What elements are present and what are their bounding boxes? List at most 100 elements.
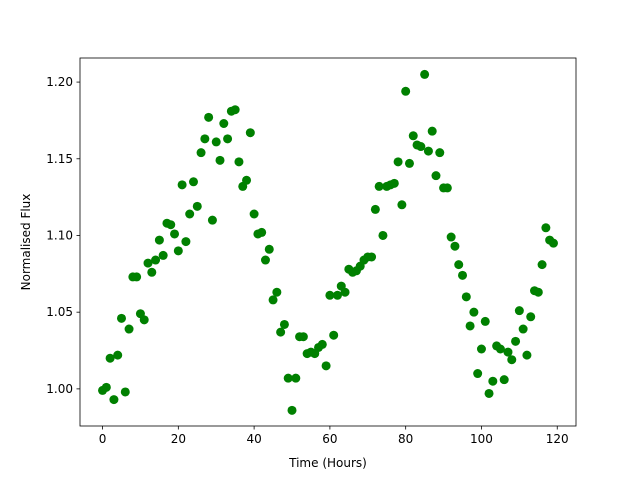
y-tick-label: 1.20 (46, 75, 73, 89)
scatter-point (484, 388, 494, 398)
scatter-point (101, 382, 111, 392)
scatter-point (408, 131, 418, 141)
scatter-point (166, 220, 176, 230)
scatter-point (272, 287, 282, 297)
scatter-point (480, 316, 490, 326)
scatter-point (249, 209, 259, 219)
y-axis-label: Normalised Flux (19, 194, 33, 291)
scatter-point (257, 227, 267, 237)
scatter-point (325, 290, 335, 300)
scatter-point (541, 223, 551, 233)
scatter-point (397, 200, 407, 210)
scatter-point (431, 171, 441, 181)
scatter-point (537, 260, 547, 270)
scatter-point (242, 175, 252, 185)
scatter-point (154, 235, 164, 245)
scatter-point (495, 344, 505, 354)
scatter-point (132, 272, 142, 282)
scatter-point (416, 142, 426, 152)
scatter-point (260, 255, 270, 265)
scatter-point (332, 290, 342, 300)
scatter-point (423, 146, 433, 156)
y-tick-label: 1.15 (46, 152, 73, 166)
axes-frame (79, 57, 577, 427)
scatter-point (435, 148, 445, 158)
scatter-point (374, 181, 384, 191)
scatter-point (488, 376, 498, 386)
scatter-point (124, 324, 134, 334)
scatter-point (548, 238, 558, 248)
scatter-point (207, 215, 217, 225)
scatter-point (533, 287, 543, 297)
scatter-point (215, 155, 225, 165)
scatter-point (401, 86, 411, 96)
scatter-point (268, 295, 278, 305)
scatter-point (185, 209, 195, 219)
scatter-point (473, 369, 483, 379)
scatter-point (181, 237, 191, 247)
scatter-point (454, 260, 464, 270)
x-tick-label: 60 (322, 432, 337, 446)
x-tick-label: 100 (470, 432, 493, 446)
scatter-point (461, 292, 471, 302)
scatter-point (291, 373, 301, 383)
scatter-point (378, 230, 388, 240)
scatter-point (264, 244, 274, 254)
scatter-point (507, 355, 517, 365)
scatter-point (514, 306, 524, 316)
scatter-point (139, 315, 149, 325)
scatter-point (223, 134, 233, 144)
scatter-point (329, 330, 339, 340)
x-tick-label: 0 (99, 432, 107, 446)
scatter-point (393, 157, 403, 167)
scatter-point (420, 69, 430, 79)
scatter-point (283, 373, 293, 383)
scatter-point (450, 241, 460, 251)
scatter-point (113, 350, 123, 360)
scatter-point (458, 270, 468, 280)
y-tick-label: 1.10 (46, 228, 73, 242)
scatter-point (340, 287, 350, 297)
scatter-point (317, 339, 327, 349)
scatter-point (105, 353, 115, 363)
scatter-point (116, 313, 126, 323)
scatter-point (446, 232, 456, 242)
scatter-point (427, 126, 437, 136)
scatter-point (211, 137, 221, 147)
scatter-point (196, 148, 206, 158)
scatter-point (499, 375, 509, 385)
x-tick-label: 80 (398, 432, 413, 446)
scatter-point (518, 324, 528, 334)
scatter-point (143, 258, 153, 268)
scatter-point (442, 183, 452, 193)
scatter-point (367, 252, 377, 262)
scatter-point (170, 229, 180, 239)
scatter-point (389, 178, 399, 188)
scatter-point (188, 177, 198, 187)
scatter-point (465, 321, 475, 331)
scatter-point (503, 347, 513, 357)
scatter-point (321, 361, 331, 371)
scatter-point (404, 158, 414, 168)
scatter-point (522, 350, 532, 360)
x-tick-label: 20 (171, 432, 186, 446)
scatter-point (276, 327, 286, 337)
scatter-point (219, 119, 229, 129)
scatter-point (173, 246, 183, 256)
scatter-point (158, 250, 168, 260)
scatter-point (230, 105, 240, 115)
y-tick-label: 1.05 (46, 305, 73, 319)
x-tick-label: 40 (246, 432, 261, 446)
scatter-point (370, 204, 380, 214)
scatter-point (109, 395, 119, 405)
scatter-point (151, 255, 161, 265)
scatter-point (234, 157, 244, 167)
scatter-point (287, 405, 297, 415)
scatter-point (279, 319, 289, 329)
scatter-point (120, 387, 130, 397)
scatter-point (204, 112, 214, 122)
scatter-point (476, 344, 486, 354)
x-axis-label: Time (Hours) (288, 456, 367, 470)
scatter-point (192, 201, 202, 211)
